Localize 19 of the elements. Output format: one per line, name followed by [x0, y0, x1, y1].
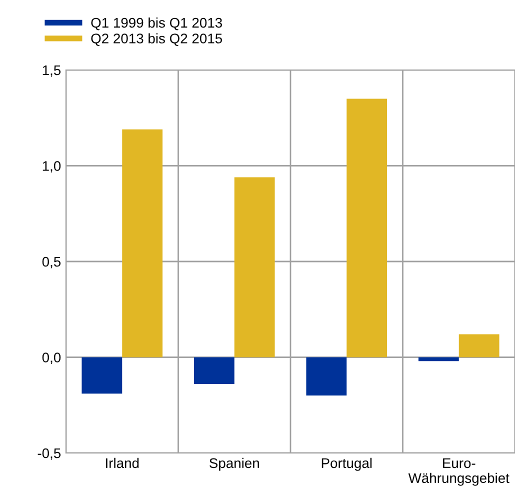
legend-label: Q1 1999 bis Q1 2013: [91, 18, 222, 30]
x-tick-label: Euro- Währungsgebiet: [408, 458, 510, 486]
bar: [346, 98, 388, 358]
bar: [458, 334, 500, 358]
y-tick-label: 1,0: [42, 161, 61, 173]
bar: [194, 357, 234, 384]
x-tick-label: Portugal: [322, 458, 372, 471]
legend-label: Q2 2013 bis Q2 2015: [91, 33, 222, 46]
bar: [306, 357, 347, 396]
x-tick-label: Irland: [106, 458, 139, 468]
y-tick-label: 0,0: [42, 352, 61, 364]
y-tick-label: 1,5: [42, 65, 61, 77]
bar: [234, 177, 275, 358]
bar: [82, 357, 122, 394]
bar: [122, 129, 163, 358]
x-tick-label: Spanien: [210, 458, 259, 471]
bar: [418, 357, 459, 362]
y-tick-label: -0,5: [38, 448, 61, 460]
y-tick-label: 0,5: [42, 256, 61, 268]
